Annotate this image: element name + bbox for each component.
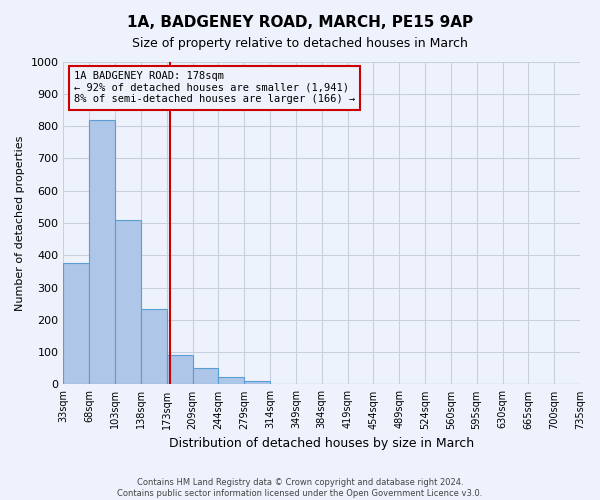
Bar [141, 308, 167, 384]
Bar [89, 120, 115, 384]
Bar [115, 220, 141, 384]
X-axis label: Distribution of detached houses by size in March: Distribution of detached houses by size … [169, 437, 474, 450]
Bar [193, 368, 218, 384]
Bar [218, 378, 244, 384]
Text: 1A, BADGENEY ROAD, MARCH, PE15 9AP: 1A, BADGENEY ROAD, MARCH, PE15 9AP [127, 15, 473, 30]
Text: Size of property relative to detached houses in March: Size of property relative to detached ho… [132, 38, 468, 51]
Bar [64, 264, 89, 384]
Y-axis label: Number of detached properties: Number of detached properties [15, 136, 25, 310]
Bar [244, 380, 270, 384]
Bar [167, 356, 193, 384]
Text: Contains HM Land Registry data © Crown copyright and database right 2024.
Contai: Contains HM Land Registry data © Crown c… [118, 478, 482, 498]
Text: 1A BADGENEY ROAD: 178sqm
← 92% of detached houses are smaller (1,941)
8% of semi: 1A BADGENEY ROAD: 178sqm ← 92% of detach… [74, 71, 355, 104]
